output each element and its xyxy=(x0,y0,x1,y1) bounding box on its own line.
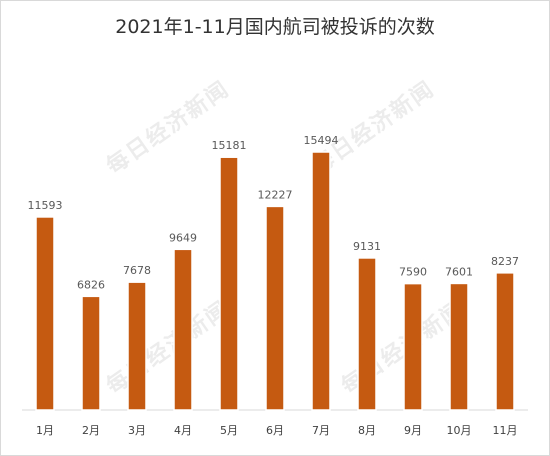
bar xyxy=(35,216,55,411)
bar xyxy=(403,282,423,411)
data-label: 7678 xyxy=(123,264,151,277)
x-tick-label: 4月 xyxy=(174,424,192,437)
x-tick-label: 3月 xyxy=(128,424,146,437)
x-tick-label: 10月 xyxy=(447,424,472,437)
data-label: 7590 xyxy=(399,266,427,279)
x-tick-label: 5月 xyxy=(220,424,238,437)
bar xyxy=(127,281,147,411)
x-tick-label: 7月 xyxy=(312,424,330,437)
bar xyxy=(495,272,515,411)
data-label: 15181 xyxy=(212,139,247,152)
x-tick-label: 11月 xyxy=(493,424,518,437)
data-label: 9131 xyxy=(353,240,381,253)
bar xyxy=(265,205,285,411)
x-tick-label: 8月 xyxy=(358,424,376,437)
x-tick-label: 1月 xyxy=(36,424,54,437)
x-tick-label: 2月 xyxy=(82,424,100,437)
bar xyxy=(449,282,469,411)
data-label: 12227 xyxy=(258,188,293,201)
bar xyxy=(173,248,193,411)
data-label: 6826 xyxy=(77,278,105,291)
data-label: 9649 xyxy=(169,231,197,244)
bar xyxy=(357,257,377,411)
bar xyxy=(81,295,101,411)
data-label: 11593 xyxy=(28,199,63,212)
data-label: 8237 xyxy=(491,255,519,268)
bar xyxy=(219,156,239,411)
x-tick-label: 9月 xyxy=(404,424,422,437)
chart-title: 2021年1-11月国内航司被投诉的次数 xyxy=(115,16,435,38)
x-tick-label: 6月 xyxy=(266,424,284,437)
data-label: 7601 xyxy=(445,265,473,278)
bar xyxy=(311,151,331,411)
data-label: 15494 xyxy=(304,134,339,147)
